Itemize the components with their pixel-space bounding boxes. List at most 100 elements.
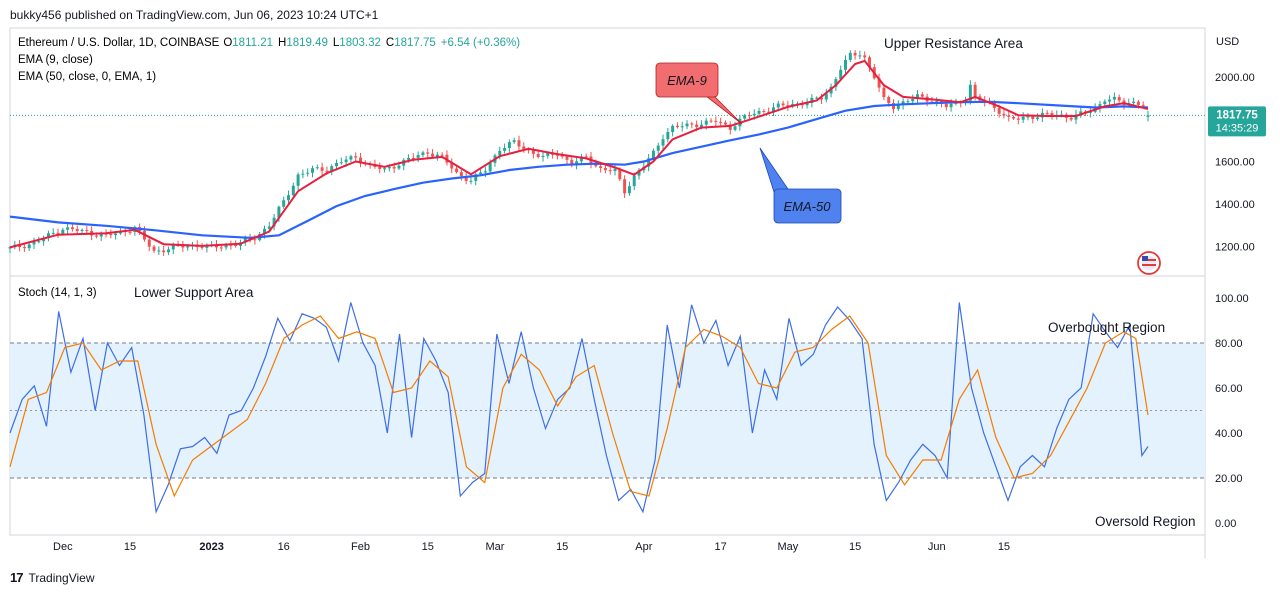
stoch-tick-label: 20.00 bbox=[1215, 473, 1243, 485]
candle-body bbox=[22, 247, 26, 249]
candle-body bbox=[709, 120, 713, 122]
candle-body bbox=[128, 231, 132, 233]
candle-body bbox=[507, 142, 511, 149]
candle-body bbox=[1117, 96, 1121, 101]
time-tick-label: Jun bbox=[928, 541, 946, 553]
time-tick-label: 15 bbox=[556, 541, 568, 553]
time-axis[interactable]: Dec 15 2023 16 Feb 15 Mar 15 Apr 17 May 15 Jun 15 bbox=[53, 541, 1010, 553]
last-price-value: 1817.75 bbox=[1216, 109, 1258, 121]
footer-brand[interactable]: TradingView bbox=[28, 570, 95, 585]
time-tick-label: 2023 bbox=[199, 541, 223, 553]
stoch-tick-label: 80.00 bbox=[1215, 338, 1243, 350]
candle-body bbox=[877, 78, 881, 88]
candle-body bbox=[1112, 96, 1116, 100]
candle-body bbox=[853, 52, 857, 56]
candle-body bbox=[1007, 115, 1011, 117]
candle-body bbox=[575, 161, 579, 166]
footer: 17 TradingView bbox=[10, 570, 95, 585]
candle-body bbox=[863, 55, 867, 58]
candle-body bbox=[335, 162, 339, 167]
candle-body bbox=[18, 244, 22, 248]
legend-close: 1817.75 bbox=[394, 37, 436, 49]
candle-body bbox=[1103, 101, 1107, 105]
candle-body bbox=[311, 168, 314, 173]
candle-body bbox=[685, 123, 689, 127]
time-tick-label: Dec bbox=[53, 541, 73, 553]
candle-body bbox=[147, 239, 151, 247]
candle-body bbox=[1021, 116, 1025, 120]
candle-body bbox=[474, 174, 478, 181]
candle-body bbox=[671, 125, 675, 132]
price-tick-label: 2000.00 bbox=[1215, 72, 1255, 84]
candle-body bbox=[675, 125, 679, 128]
candle-body bbox=[637, 170, 641, 176]
candle-body bbox=[469, 180, 473, 182]
legend-stoch[interactable]: Stoch (14, 1, 3) bbox=[18, 287, 97, 299]
ema50-callout-box bbox=[773, 188, 842, 224]
candle-body bbox=[224, 244, 228, 248]
legend-high-label: H bbox=[278, 37, 286, 49]
candle-body bbox=[815, 97, 819, 99]
candle-body bbox=[647, 158, 651, 167]
candle-body bbox=[973, 84, 977, 97]
legend-row-ohlc: Ethereum / U.S. Dollar, 1D, COINBASE O181… bbox=[18, 37, 520, 49]
candle-body bbox=[1108, 99, 1112, 102]
tradingview-logo-icon[interactable]: 17 bbox=[10, 570, 24, 585]
candle-body bbox=[868, 57, 871, 68]
candle-body bbox=[80, 229, 84, 232]
candle-body bbox=[291, 185, 295, 196]
candle-body bbox=[61, 229, 65, 234]
candle-body bbox=[930, 101, 934, 103]
candle-body bbox=[287, 195, 290, 201]
time-tick-label: Mar bbox=[485, 541, 504, 553]
candle-body bbox=[306, 172, 310, 174]
candle-body bbox=[997, 107, 1001, 114]
candle-body bbox=[743, 115, 747, 119]
candle-body bbox=[767, 111, 771, 113]
candle-body bbox=[623, 179, 627, 194]
candle-body bbox=[892, 103, 895, 110]
legend-open-label: O bbox=[223, 37, 232, 49]
candle-body bbox=[282, 200, 286, 207]
candle-body bbox=[1141, 104, 1145, 106]
annotation-upper-resistance: Upper Resistance Area bbox=[884, 36, 1023, 51]
candle-body bbox=[392, 167, 396, 169]
candle-body bbox=[1045, 112, 1049, 114]
legend-ema9[interactable]: EMA (9, close) bbox=[18, 54, 93, 66]
candle-body bbox=[848, 52, 852, 60]
us-flag-icon[interactable] bbox=[1137, 251, 1161, 275]
candle-body bbox=[359, 157, 363, 164]
candle-body bbox=[27, 244, 31, 249]
candle-body bbox=[747, 115, 751, 117]
candle-body bbox=[661, 139, 665, 146]
candle-body bbox=[70, 227, 74, 230]
candle-body bbox=[805, 102, 809, 106]
candle-body bbox=[1079, 111, 1083, 115]
time-tick-label: Apr bbox=[635, 541, 652, 553]
candle-body bbox=[488, 162, 492, 172]
stoch-tick-label: 60.00 bbox=[1215, 383, 1243, 395]
candle-body bbox=[603, 168, 607, 171]
candle-body bbox=[440, 154, 444, 156]
candle-body bbox=[1146, 115, 1150, 117]
candle-body bbox=[613, 168, 617, 172]
stoch-axis[interactable]: 100.00 80.00 60.00 40.00 20.00 0.00 bbox=[1215, 293, 1249, 530]
candle-body bbox=[315, 167, 319, 169]
candle-body bbox=[517, 140, 521, 147]
candle-body bbox=[1069, 117, 1073, 120]
candle-body bbox=[1036, 117, 1040, 119]
candle-body bbox=[1088, 111, 1092, 113]
candle-body bbox=[935, 101, 939, 103]
candle-body bbox=[99, 233, 103, 237]
legend-close-label: C bbox=[386, 37, 394, 49]
legend-ema50[interactable]: EMA (50, close, 0, EMA, 1) bbox=[18, 71, 156, 83]
candle-body bbox=[219, 247, 223, 249]
candle-body bbox=[263, 228, 266, 235]
candle-body bbox=[887, 97, 891, 104]
ema50-callout: EMA-50 bbox=[759, 147, 842, 224]
candle-body bbox=[200, 246, 204, 248]
candle-body bbox=[162, 250, 166, 253]
candle-body bbox=[416, 154, 420, 158]
